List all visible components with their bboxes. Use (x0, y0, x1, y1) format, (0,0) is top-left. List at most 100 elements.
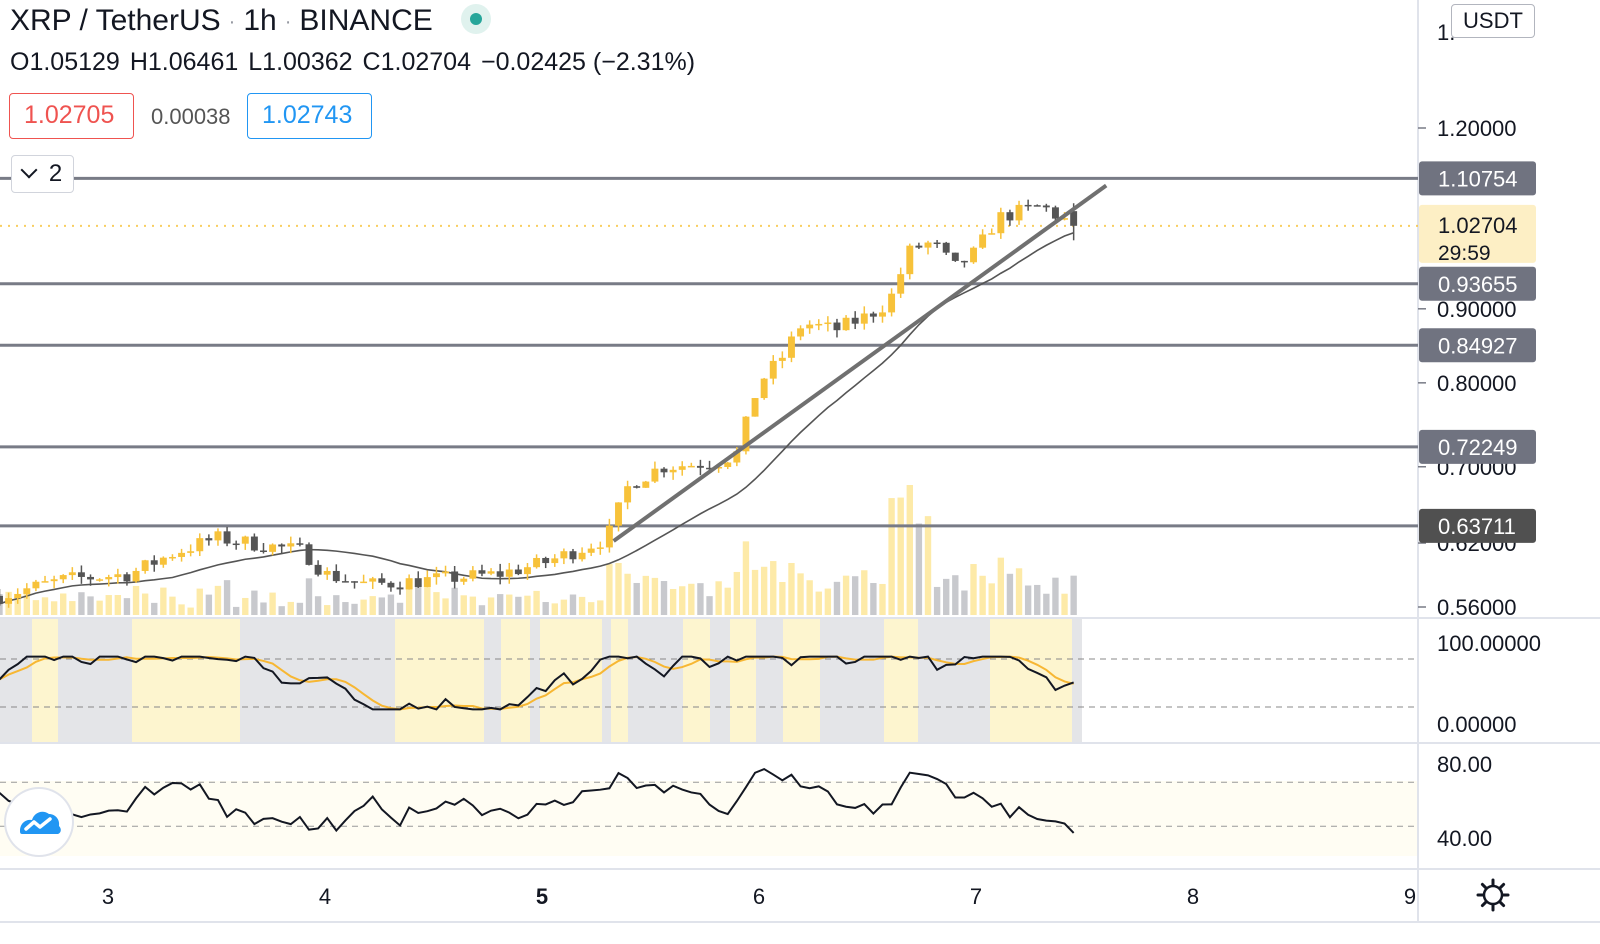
volume-bar (715, 581, 722, 615)
candle-body (105, 577, 113, 580)
oscillator-highlight-band (884, 619, 918, 742)
sell-price-button[interactable]: 1.02705 (9, 93, 134, 139)
candle-body (132, 570, 140, 582)
interval-label[interactable]: 1h (243, 4, 277, 37)
candle-body (687, 465, 695, 468)
candle-body (542, 557, 550, 564)
symbol-name[interactable]: XRP / TetherUS (10, 4, 221, 37)
candle-body (842, 317, 850, 331)
oscillator-highlight-band (132, 619, 240, 742)
currency-button[interactable]: USDT (1451, 4, 1535, 38)
candle-body (196, 538, 204, 552)
rsi-band-background (0, 781, 1418, 856)
change-value: −0.02425 (−2.31%) (480, 48, 696, 76)
candle-body (587, 548, 595, 553)
volume-bar (32, 600, 40, 615)
volume-bar (451, 587, 458, 615)
candle-body (596, 547, 604, 549)
market-status-icon[interactable] (460, 4, 491, 34)
volume-bar (897, 497, 904, 615)
oscillator-highlight-band (783, 619, 820, 742)
volume-bar (669, 588, 677, 615)
candle-body (605, 525, 613, 548)
oscillator-highlight-band (990, 619, 1072, 742)
rsi-line (0, 767, 1075, 834)
candle-body (578, 552, 586, 560)
candle-body (879, 312, 886, 317)
candle-body (323, 570, 331, 575)
candle-body (223, 531, 231, 544)
settings-gear-icon[interactable] (1476, 878, 1510, 912)
candle-body (706, 467, 713, 470)
indicators-collapse-button[interactable]: 2 (11, 155, 74, 193)
candle-body (742, 416, 750, 452)
candle-body (1042, 205, 1050, 208)
candle-body (187, 551, 195, 553)
candle-body (778, 357, 786, 361)
tradingview-logo-icon[interactable] (6, 789, 72, 855)
candle-body (241, 536, 249, 544)
candle-body (141, 560, 149, 571)
level-price-tag (1419, 508, 1536, 543)
rsi-axis-label: 80.00 (1437, 752, 1492, 777)
candle-body (50, 579, 58, 582)
candle-body (979, 234, 987, 248)
volume-bar (770, 561, 777, 615)
volume-bar (269, 592, 276, 615)
volume-bar (578, 596, 586, 615)
candle-body (77, 572, 85, 577)
volume-bar (861, 570, 868, 615)
candle-body (68, 572, 76, 576)
candle-body (432, 573, 440, 578)
time-axis-label: 8 (1187, 884, 1199, 909)
symbol-header[interactable]: XRP / TetherUS · 1h · BINANCE (10, 4, 491, 38)
oscillator-highlight-band (501, 619, 530, 742)
candle-body (278, 544, 286, 547)
volume-bar (141, 593, 149, 615)
candle-body (669, 469, 677, 473)
level-price-label: 0.72249 (1438, 435, 1518, 460)
candle-body (23, 588, 31, 594)
volume-bar (296, 602, 304, 615)
candle-body (351, 581, 358, 583)
volume-bar (933, 586, 941, 615)
level-price-label: 1.10754 (1438, 166, 1518, 191)
candle-body (860, 313, 868, 324)
candle-body (178, 552, 186, 557)
volume-bar (679, 586, 686, 615)
candle-body (678, 466, 686, 470)
candle-body (797, 328, 805, 337)
candle-body (114, 574, 122, 578)
buy-price-button[interactable]: 1.02743 (247, 93, 372, 139)
candle-body (751, 398, 759, 417)
price-axis-label: 1. (1437, 20, 1455, 45)
open-value: O1.05129 (10, 48, 120, 76)
candle-body (942, 242, 950, 253)
candle-body (551, 558, 559, 564)
volume-bar (78, 592, 85, 615)
volume-bar (797, 573, 804, 615)
volume-bar (879, 583, 886, 615)
volume-bar (369, 596, 376, 615)
candle-body (496, 571, 504, 577)
volume-bar (924, 516, 932, 615)
volume-bar (542, 602, 549, 615)
volume-bar (132, 585, 140, 615)
volume-bar (50, 601, 58, 615)
rsi-axis-label: 40.00 (1437, 826, 1492, 851)
candle-body (32, 581, 40, 589)
volume-bar (460, 595, 467, 615)
candle-body (1051, 207, 1059, 219)
volume-bar (651, 577, 659, 615)
candle-body (396, 587, 404, 590)
volume-bar (597, 600, 604, 615)
volume-bar (588, 602, 595, 615)
volume-bar (160, 587, 167, 615)
volume-bar (560, 599, 568, 615)
volume-bar (415, 584, 422, 615)
candle-body (232, 543, 240, 546)
volume-bar (14, 595, 21, 615)
candle-body (378, 578, 386, 583)
candle-body (451, 571, 459, 582)
